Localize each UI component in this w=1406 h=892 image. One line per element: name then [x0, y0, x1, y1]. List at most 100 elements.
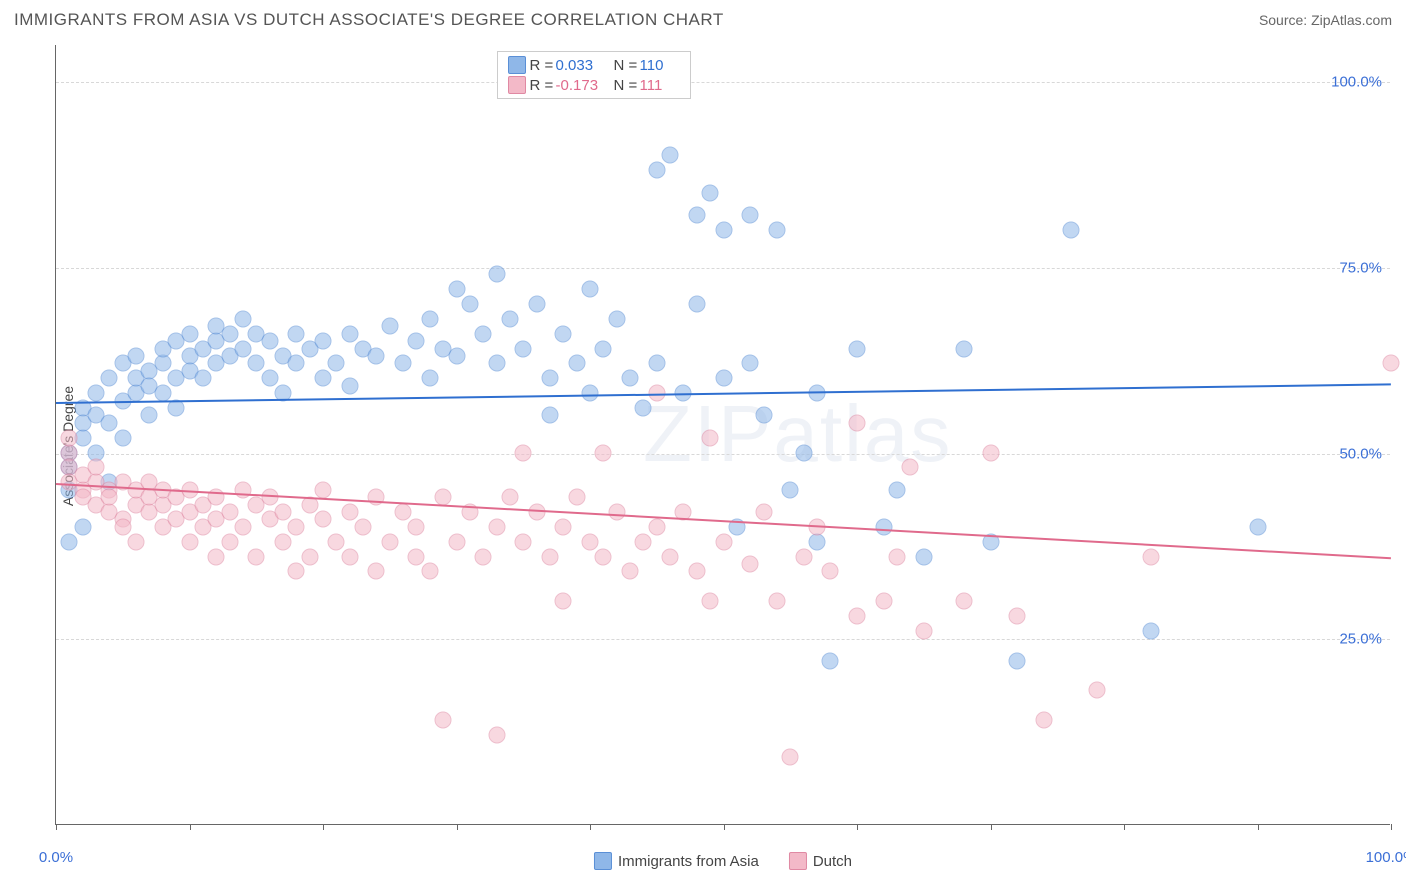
- scatter-point: [288, 325, 305, 342]
- scatter-point: [541, 370, 558, 387]
- scatter-point: [221, 325, 238, 342]
- scatter-point: [608, 310, 625, 327]
- scatter-point: [622, 370, 639, 387]
- gridline-h: [56, 268, 1390, 269]
- scatter-point: [408, 548, 425, 565]
- scatter-point: [301, 548, 318, 565]
- scatter-point: [648, 355, 665, 372]
- scatter-point: [1062, 221, 1079, 238]
- scatter-point: [341, 504, 358, 521]
- scatter-point: [421, 563, 438, 580]
- scatter-point: [595, 548, 612, 565]
- scatter-point: [101, 414, 118, 431]
- scatter-point: [128, 533, 145, 550]
- legend-swatch: [789, 852, 807, 870]
- scatter-point: [488, 355, 505, 372]
- scatter-point: [608, 504, 625, 521]
- scatter-point: [234, 310, 251, 327]
- scatter-point: [982, 444, 999, 461]
- x-tick-mark: [1124, 824, 1125, 830]
- x-tick-mark: [724, 824, 725, 830]
- scatter-point: [595, 340, 612, 357]
- scatter-point: [702, 184, 719, 201]
- scatter-point: [101, 370, 118, 387]
- x-tick-label: 100.0%: [1366, 849, 1406, 866]
- scatter-point: [688, 563, 705, 580]
- x-tick-mark: [1258, 824, 1259, 830]
- legend-r-value: 0.033: [556, 57, 614, 74]
- scatter-point: [582, 533, 599, 550]
- y-tick-label: 100.0%: [1331, 74, 1382, 91]
- title-bar: IMMIGRANTS FROM ASIA VS DUTCH ASSOCIATE'…: [14, 10, 1392, 30]
- legend-entry: Dutch: [789, 852, 852, 870]
- scatter-point: [114, 518, 131, 535]
- y-tick-label: 25.0%: [1339, 631, 1382, 648]
- x-tick-mark: [323, 824, 324, 830]
- scatter-point: [715, 221, 732, 238]
- scatter-point: [448, 533, 465, 550]
- scatter-point: [435, 489, 452, 506]
- scatter-point: [1249, 518, 1266, 535]
- scatter-point: [1009, 608, 1026, 625]
- scatter-point: [795, 444, 812, 461]
- scatter-point: [889, 548, 906, 565]
- scatter-point: [662, 548, 679, 565]
- scatter-point: [528, 296, 545, 313]
- scatter-point: [381, 533, 398, 550]
- scatter-point: [475, 325, 492, 342]
- scatter-point: [702, 593, 719, 610]
- scatter-point: [849, 414, 866, 431]
- legend-swatch: [508, 56, 526, 74]
- scatter-point: [688, 206, 705, 223]
- scatter-point: [755, 407, 772, 424]
- scatter-point: [475, 548, 492, 565]
- scatter-point: [421, 310, 438, 327]
- x-tick-mark: [457, 824, 458, 830]
- scatter-point: [368, 348, 385, 365]
- scatter-point: [808, 533, 825, 550]
- scatter-point: [88, 459, 105, 476]
- legend-n-label: N =: [614, 57, 640, 74]
- legend-swatch: [508, 76, 526, 94]
- scatter-point: [234, 518, 251, 535]
- scatter-point: [408, 333, 425, 350]
- scatter-point: [595, 444, 612, 461]
- scatter-point: [488, 518, 505, 535]
- scatter-point: [822, 652, 839, 669]
- scatter-point: [715, 370, 732, 387]
- scatter-point: [875, 593, 892, 610]
- scatter-plot: ZIPatlas 25.0%50.0%75.0%100.0%0.0%100.0%…: [55, 45, 1390, 825]
- scatter-point: [768, 221, 785, 238]
- scatter-point: [1009, 652, 1026, 669]
- legend-label: Immigrants from Asia: [618, 853, 759, 870]
- scatter-point: [688, 296, 705, 313]
- x-tick-mark: [991, 824, 992, 830]
- x-tick-mark: [190, 824, 191, 830]
- scatter-point: [154, 385, 171, 402]
- scatter-point: [328, 533, 345, 550]
- source-attribution: Source: ZipAtlas.com: [1259, 12, 1392, 28]
- legend-stats: R =0.033N =110R =-0.173N =111: [497, 51, 691, 99]
- scatter-point: [742, 206, 759, 223]
- scatter-point: [742, 556, 759, 573]
- scatter-point: [315, 481, 332, 498]
- scatter-point: [234, 340, 251, 357]
- x-tick-label: 0.0%: [39, 849, 73, 866]
- scatter-point: [515, 444, 532, 461]
- scatter-point: [88, 385, 105, 402]
- scatter-point: [101, 489, 118, 506]
- legend-series: Immigrants from Asia Dutch: [594, 852, 852, 870]
- x-tick-mark: [1391, 824, 1392, 830]
- scatter-point: [395, 504, 412, 521]
- scatter-point: [448, 348, 465, 365]
- scatter-point: [635, 533, 652, 550]
- scatter-point: [194, 370, 211, 387]
- scatter-point: [368, 563, 385, 580]
- scatter-point: [341, 377, 358, 394]
- scatter-point: [421, 370, 438, 387]
- scatter-point: [768, 593, 785, 610]
- scatter-point: [849, 608, 866, 625]
- x-tick-mark: [590, 824, 591, 830]
- scatter-point: [955, 593, 972, 610]
- scatter-point: [181, 325, 198, 342]
